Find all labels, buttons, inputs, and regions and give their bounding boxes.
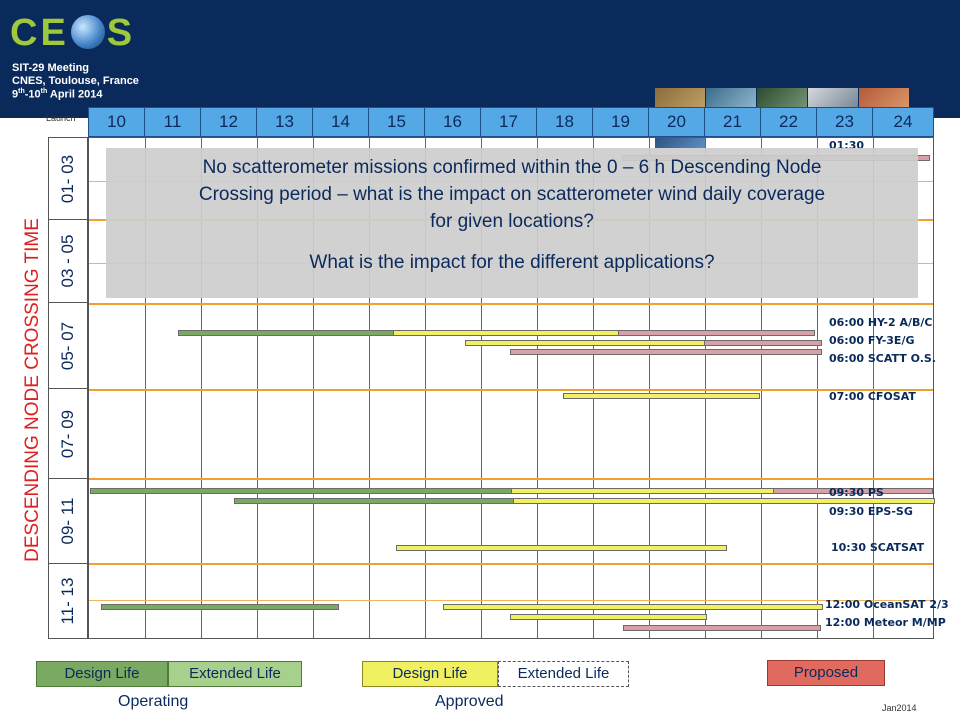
meeting-location: CNES, Toulouse, France [12, 75, 139, 87]
mission-bar-approved [510, 614, 707, 620]
mission-label: 12:00 Meteor M/MP [825, 616, 946, 629]
year-cell: 11 [144, 107, 201, 137]
mission-bar-approved [393, 330, 619, 336]
y-axis-title: DESCENDING NODE CROSSING TIME [22, 218, 43, 562]
mission-bar-proposed [704, 340, 822, 346]
row-label: 07- 09 [48, 388, 88, 479]
mission-bar-approved [465, 340, 705, 346]
mission-bar-operating [178, 330, 394, 336]
mission-label: 07:00 CFOSAT [829, 390, 916, 403]
row-label: 05- 07 [48, 302, 88, 389]
mission-bar-proposed [773, 488, 933, 494]
message-line: Crossing period – what is the impact on … [198, 184, 826, 205]
mission-label: 06:00 FY-3E/G [829, 334, 915, 347]
message-callout: No scatterometer missions confirmed with… [106, 148, 918, 298]
legend-operating-design: Design Life [36, 661, 168, 687]
message-line: for given locations? [430, 211, 594, 232]
year-cell: 24 [872, 107, 934, 137]
row-label: 09- 11 [48, 478, 88, 564]
mission-bar-approved [513, 498, 935, 504]
footer-date: Jan2014 [882, 703, 917, 713]
mission-label: 09:30 PS [829, 486, 884, 499]
meeting-dates: 9th-10th April 2014 [12, 88, 103, 101]
mission-bar-proposed [510, 349, 822, 355]
mission-bar-operating [101, 604, 339, 610]
year-cell: 14 [312, 107, 369, 137]
legend-approved-design: Design Life [362, 661, 498, 687]
legend-approved-extended: Extended Life [498, 661, 629, 687]
header-banner: CE S SIT-29 Meeting CNES, Toulouse, Franc… [0, 0, 960, 148]
year-cell: 18 [536, 107, 593, 137]
year-cell: 15 [368, 107, 425, 137]
launch-label: Launch [46, 113, 76, 123]
year-cell: 16 [424, 107, 481, 137]
legend-operating-extended: Extended Life [168, 661, 302, 687]
mission-bar-operating [234, 498, 514, 504]
mission-bar-proposed [623, 625, 821, 631]
mission-bar-approved [563, 393, 760, 399]
year-cell: 12 [200, 107, 257, 137]
mission-bar-approved [396, 545, 727, 551]
legend-operating-caption: Operating [118, 693, 189, 710]
year-cell: 10 [88, 107, 145, 137]
mission-bar-approved [443, 604, 823, 610]
year-header-row: 10 11 12 13 14 15 16 17 18 19 20 21 22 2… [88, 107, 934, 137]
mission-label: 09:30 EPS-SG [829, 505, 913, 518]
year-cell: 22 [760, 107, 817, 137]
year-cell: 13 [256, 107, 313, 137]
year-cell: 17 [480, 107, 537, 137]
mission-label: 06:00 SCATT O.S. [829, 352, 936, 365]
year-cell: 19 [592, 107, 649, 137]
mission-bar-proposed [618, 330, 815, 336]
mission-label: 12:00 OceanSAT 2/3 [825, 598, 949, 611]
meeting-title: SIT-29 Meeting [12, 62, 90, 74]
ceos-logo: CE S [10, 12, 136, 54]
mission-label: 06:00 HY-2 A/B/C [829, 316, 933, 329]
mission-bar-operating [90, 488, 512, 494]
message-line: No scatterometer missions confirmed with… [202, 157, 822, 178]
legend-approved-caption: Approved [435, 693, 504, 710]
year-cell: 21 [704, 107, 761, 137]
row-label: 03 - 05 [48, 219, 88, 303]
message-question: What is the impact for the different app… [309, 252, 715, 273]
mission-label: 10:30 SCATSAT [831, 541, 925, 554]
row-label: 01- 03 [48, 137, 88, 220]
year-cell: 20 [648, 107, 705, 137]
row-label: 11- 13 [48, 563, 88, 639]
legend-proposed: Proposed [767, 660, 885, 686]
mission-bar-approved [511, 488, 774, 494]
globe-icon [70, 15, 105, 49]
year-cell: 23 [816, 107, 873, 137]
